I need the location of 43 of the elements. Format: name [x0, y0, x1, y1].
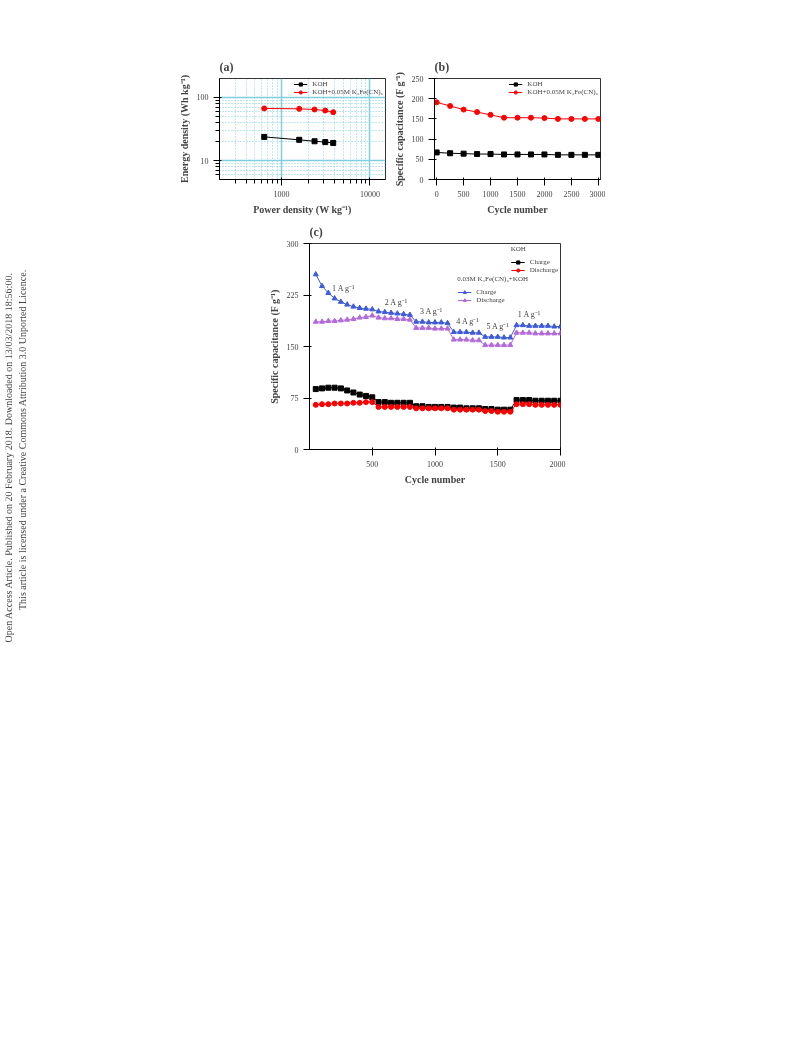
y-axis-title: Specific capacitance (F g⁻¹) — [393, 72, 406, 187]
chart-title: (a) — [219, 59, 234, 74]
y-tick-label: 100 — [411, 135, 424, 145]
y-tick-label: 0 — [419, 175, 424, 185]
annotation: 1 A g⁻¹ — [517, 310, 541, 320]
y-tick-label: 50 — [415, 155, 424, 165]
y-tick-label: 10 — [200, 156, 209, 166]
annotation: 1 A g⁻¹ — [332, 283, 355, 293]
annotation: 5 A g⁻¹ — [486, 322, 510, 332]
annotation: 2 A g⁻¹ — [384, 297, 408, 307]
x-tick-label: 1000 — [482, 189, 499, 199]
y-tick-label: 200 — [411, 94, 424, 104]
x-tick-label: 0 — [434, 189, 439, 199]
x-tick-label: 3000 — [589, 189, 606, 199]
text: Open Access Article. Published on 20 February 2018. Downloaded on 13/03/2018 18:56:00. — [3, 273, 15, 643]
y-tick-label: 250 — [411, 74, 424, 84]
x-tick-label: 1000 — [427, 459, 443, 469]
x-tick-label: 500 — [366, 459, 379, 469]
y-tick-label: 75 — [290, 394, 299, 403]
y-axis-title: Specific capacitance (F g⁻¹) — [268, 289, 281, 404]
x-axis-title: Cycle number — [487, 203, 549, 215]
y-tick-label: 100 — [196, 93, 209, 103]
x-tick-label: 1000 — [273, 189, 290, 199]
x-tick-label: 2000 — [536, 189, 553, 199]
chart-title: (c) — [309, 224, 323, 239]
x-axis-title: Power density (W kg⁻¹) — [253, 203, 352, 216]
y-tick-label: 150 — [286, 342, 299, 352]
x-tick-label: 500 — [457, 189, 470, 199]
annotation: 3 A g⁻¹ — [419, 306, 443, 316]
text: This article is licensed under a Creative Commons Attribution 3.0 Unported Licence. — [17, 269, 29, 610]
x-tick-label: 1500 — [509, 189, 526, 199]
annotation: 4 A g⁻¹ — [456, 316, 480, 326]
y-tick-label: 150 — [411, 114, 424, 124]
x-tick-label: 1500 — [489, 459, 506, 469]
y-axis-title: Energy density (Wh kg⁻¹) — [178, 75, 191, 183]
x-tick-label: 10000 — [359, 189, 380, 199]
y-tick-label: 0 — [294, 445, 299, 455]
x-tick-label: 2500 — [563, 189, 580, 199]
x-tick-label: 2000 — [549, 459, 566, 469]
y-tick-label: 300 — [286, 239, 299, 249]
y-tick-label: 225 — [286, 291, 299, 300]
chart-title: (b) — [434, 59, 450, 74]
x-axis-title: Cycle number — [404, 473, 466, 485]
